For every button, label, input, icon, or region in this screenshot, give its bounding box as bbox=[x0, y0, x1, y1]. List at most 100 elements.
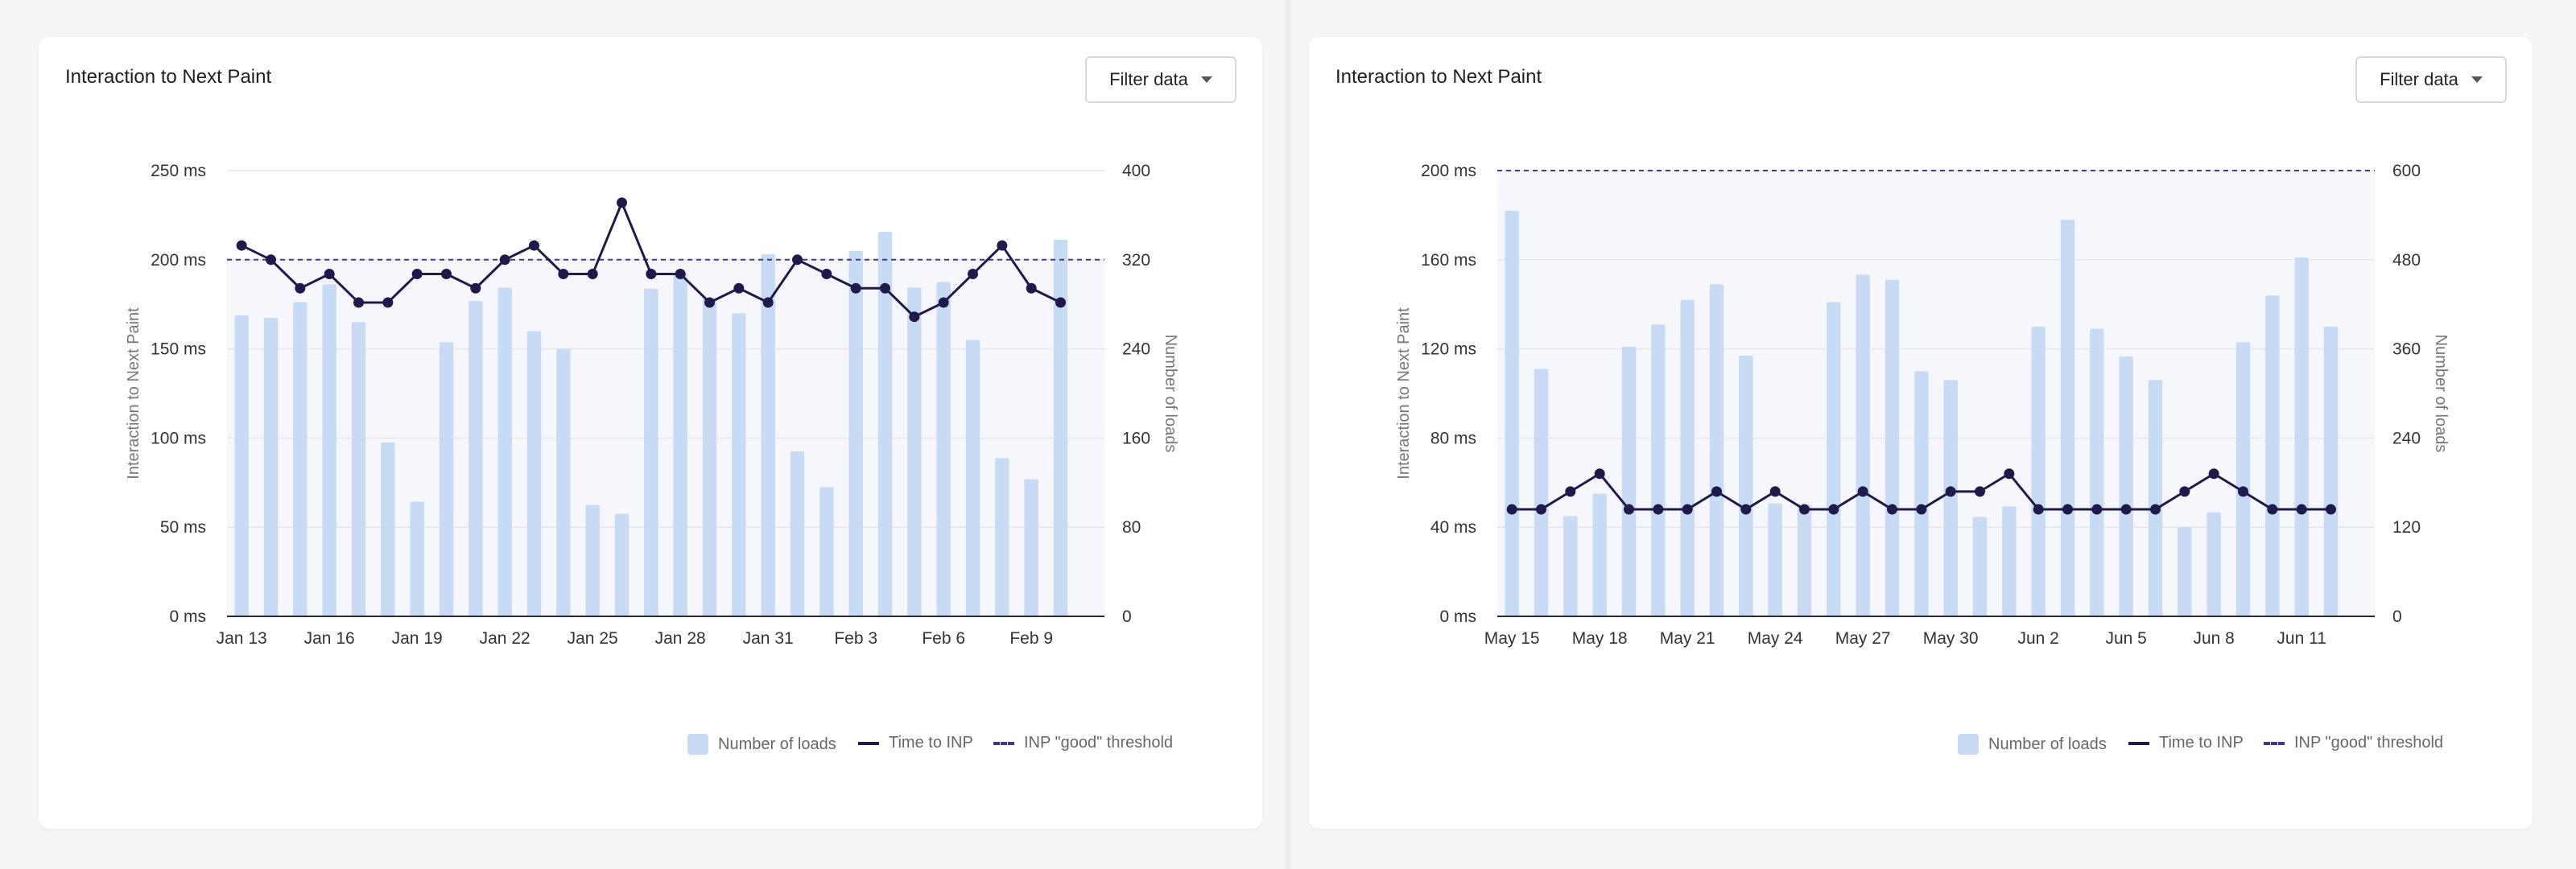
inp-point bbox=[470, 282, 481, 294]
filter-data-button[interactable]: Filter data bbox=[2355, 56, 2507, 103]
loads-bar bbox=[1709, 284, 1724, 616]
inp-point bbox=[2208, 468, 2219, 480]
loads-bar bbox=[2207, 512, 2221, 616]
inp-point bbox=[880, 282, 890, 294]
legend-label-inp: Time to INP bbox=[889, 734, 973, 752]
legend-label-loads: Number of loads bbox=[1988, 735, 2107, 753]
x-tick-label: May 18 bbox=[1572, 629, 1628, 648]
inp-point bbox=[295, 282, 306, 294]
inp-point bbox=[411, 269, 423, 280]
inp-chart: 0 ms 40 ms 80 ms 120 ms 160 ms 200 ms 0 120 240 3… bbox=[1395, 162, 2450, 648]
inp-point bbox=[1799, 504, 1810, 515]
filter-data-button[interactable]: Filter data bbox=[1085, 56, 1236, 103]
x-tick-label: Jan 22 bbox=[480, 629, 530, 648]
inp-point bbox=[792, 254, 803, 266]
inp-panel-right: Interaction to Next Paint Filter data 0 … bbox=[1309, 37, 2533, 829]
loads-bar bbox=[2119, 356, 2133, 616]
x-tick-label: May 24 bbox=[1748, 629, 1803, 648]
loads-bar bbox=[526, 331, 542, 616]
y-tick-label: 160 ms bbox=[1421, 251, 1476, 270]
inp-point bbox=[2267, 504, 2278, 515]
filter-data-label: Filter data bbox=[2380, 69, 2458, 89]
loads-bar bbox=[673, 273, 687, 616]
legend-label-threshold: INP "good" threshold bbox=[1024, 734, 1174, 752]
inp-point bbox=[1565, 486, 1576, 497]
loads-bar bbox=[819, 487, 834, 616]
inp-point bbox=[968, 269, 978, 280]
loads-bar bbox=[1651, 324, 1666, 616]
good-region bbox=[1497, 171, 2375, 616]
loads-bar bbox=[556, 348, 571, 616]
legend-item-threshold[interactable]: INP "good" threshold bbox=[993, 734, 1173, 752]
loads-bar bbox=[2031, 326, 2046, 616]
loads-bar bbox=[644, 288, 658, 616]
chart-legend: Number of loads Time to INP INP "good" t… bbox=[39, 734, 1262, 758]
legend-item-loads[interactable]: Number of loads bbox=[1958, 734, 2107, 755]
loads-bar bbox=[2090, 328, 2104, 616]
legend-label-threshold: INP "good" threshold bbox=[2294, 734, 2444, 752]
inp-point bbox=[2120, 504, 2132, 515]
y2-tick-label: 480 bbox=[2392, 251, 2421, 270]
y-tick-label: 50 ms bbox=[160, 518, 206, 537]
loads-bar bbox=[732, 313, 746, 616]
legend-item-threshold[interactable]: INP "good" threshold bbox=[2264, 734, 2443, 752]
inp-point bbox=[1887, 504, 1897, 515]
x-tick-label: Feb 3 bbox=[834, 629, 877, 648]
loads-bar bbox=[1534, 369, 1549, 616]
caret-down-icon bbox=[2471, 76, 2483, 83]
inp-point bbox=[587, 269, 598, 280]
x-tick-label: Jun 5 bbox=[2105, 629, 2146, 648]
caret-down-icon bbox=[1200, 76, 1212, 83]
y2-tick-label: 240 bbox=[2392, 429, 2421, 447]
inp-point bbox=[909, 311, 920, 323]
x-tick-label: Jan 19 bbox=[392, 629, 443, 648]
y-tick-label: 120 ms bbox=[1421, 340, 1476, 359]
y2-axis-title: Number of loads bbox=[1162, 335, 1179, 453]
y2-tick-label: 120 bbox=[2392, 518, 2421, 537]
inp-point bbox=[704, 297, 715, 308]
loads-bar bbox=[1680, 299, 1695, 616]
x-tick-label: Jan 31 bbox=[743, 629, 794, 648]
y-tick-label: 250 ms bbox=[151, 162, 206, 180]
inp-point bbox=[675, 269, 686, 280]
chart-legend: Number of loads Time to INP INP "good" t… bbox=[1309, 734, 2533, 758]
inp-point bbox=[499, 254, 510, 266]
loads-bar bbox=[322, 284, 336, 616]
loads-bar bbox=[2265, 295, 2280, 616]
inp-point bbox=[1682, 504, 1693, 515]
y2-tick-label: 320 bbox=[1122, 251, 1150, 270]
loads-bar bbox=[1885, 279, 1900, 616]
panel-title: Interaction to Next Paint bbox=[65, 66, 272, 88]
inp-point bbox=[1506, 504, 1517, 515]
loads-bar bbox=[2178, 527, 2192, 616]
inp-point bbox=[1975, 486, 1985, 497]
legend-item-inp[interactable]: Time to INP bbox=[858, 734, 973, 752]
inp-point bbox=[353, 297, 364, 308]
legend-item-loads[interactable]: Number of loads bbox=[687, 734, 836, 755]
x-tick-label: Jan 25 bbox=[568, 629, 618, 648]
loads-bar bbox=[1739, 355, 1753, 616]
x-tick-label: Jun 11 bbox=[2277, 629, 2326, 648]
y-tick-label: 200 ms bbox=[1421, 162, 1476, 180]
panel-divider bbox=[1285, 0, 1291, 869]
y-tick-label: 40 ms bbox=[1430, 518, 1476, 537]
y-axis-title: Interaction to Next Paint bbox=[125, 307, 142, 480]
bar-swatch-icon bbox=[1958, 734, 1979, 755]
y-tick-label: 100 ms bbox=[151, 429, 206, 447]
legend-item-inp[interactable]: Time to INP bbox=[2128, 734, 2244, 752]
inp-point bbox=[1653, 504, 1664, 515]
loads-bar bbox=[2002, 506, 2017, 616]
loads-bar bbox=[1053, 239, 1068, 616]
x-tick-label: Jan 28 bbox=[655, 629, 706, 648]
loads-bar bbox=[351, 322, 366, 616]
y2-tick-label: 400 bbox=[1122, 162, 1150, 180]
inp-panel-left: Interaction to Next Paint Filter data 0 … bbox=[39, 37, 1262, 829]
inp-point bbox=[2296, 504, 2307, 515]
loads-bar bbox=[381, 442, 395, 616]
x-tick-label: Jan 13 bbox=[217, 629, 267, 648]
x-tick-label: May 15 bbox=[1484, 629, 1540, 648]
loads-bar bbox=[469, 301, 483, 616]
loads-bar bbox=[614, 513, 630, 616]
filter-data-label: Filter data bbox=[1109, 69, 1188, 89]
loads-bar bbox=[907, 287, 922, 616]
